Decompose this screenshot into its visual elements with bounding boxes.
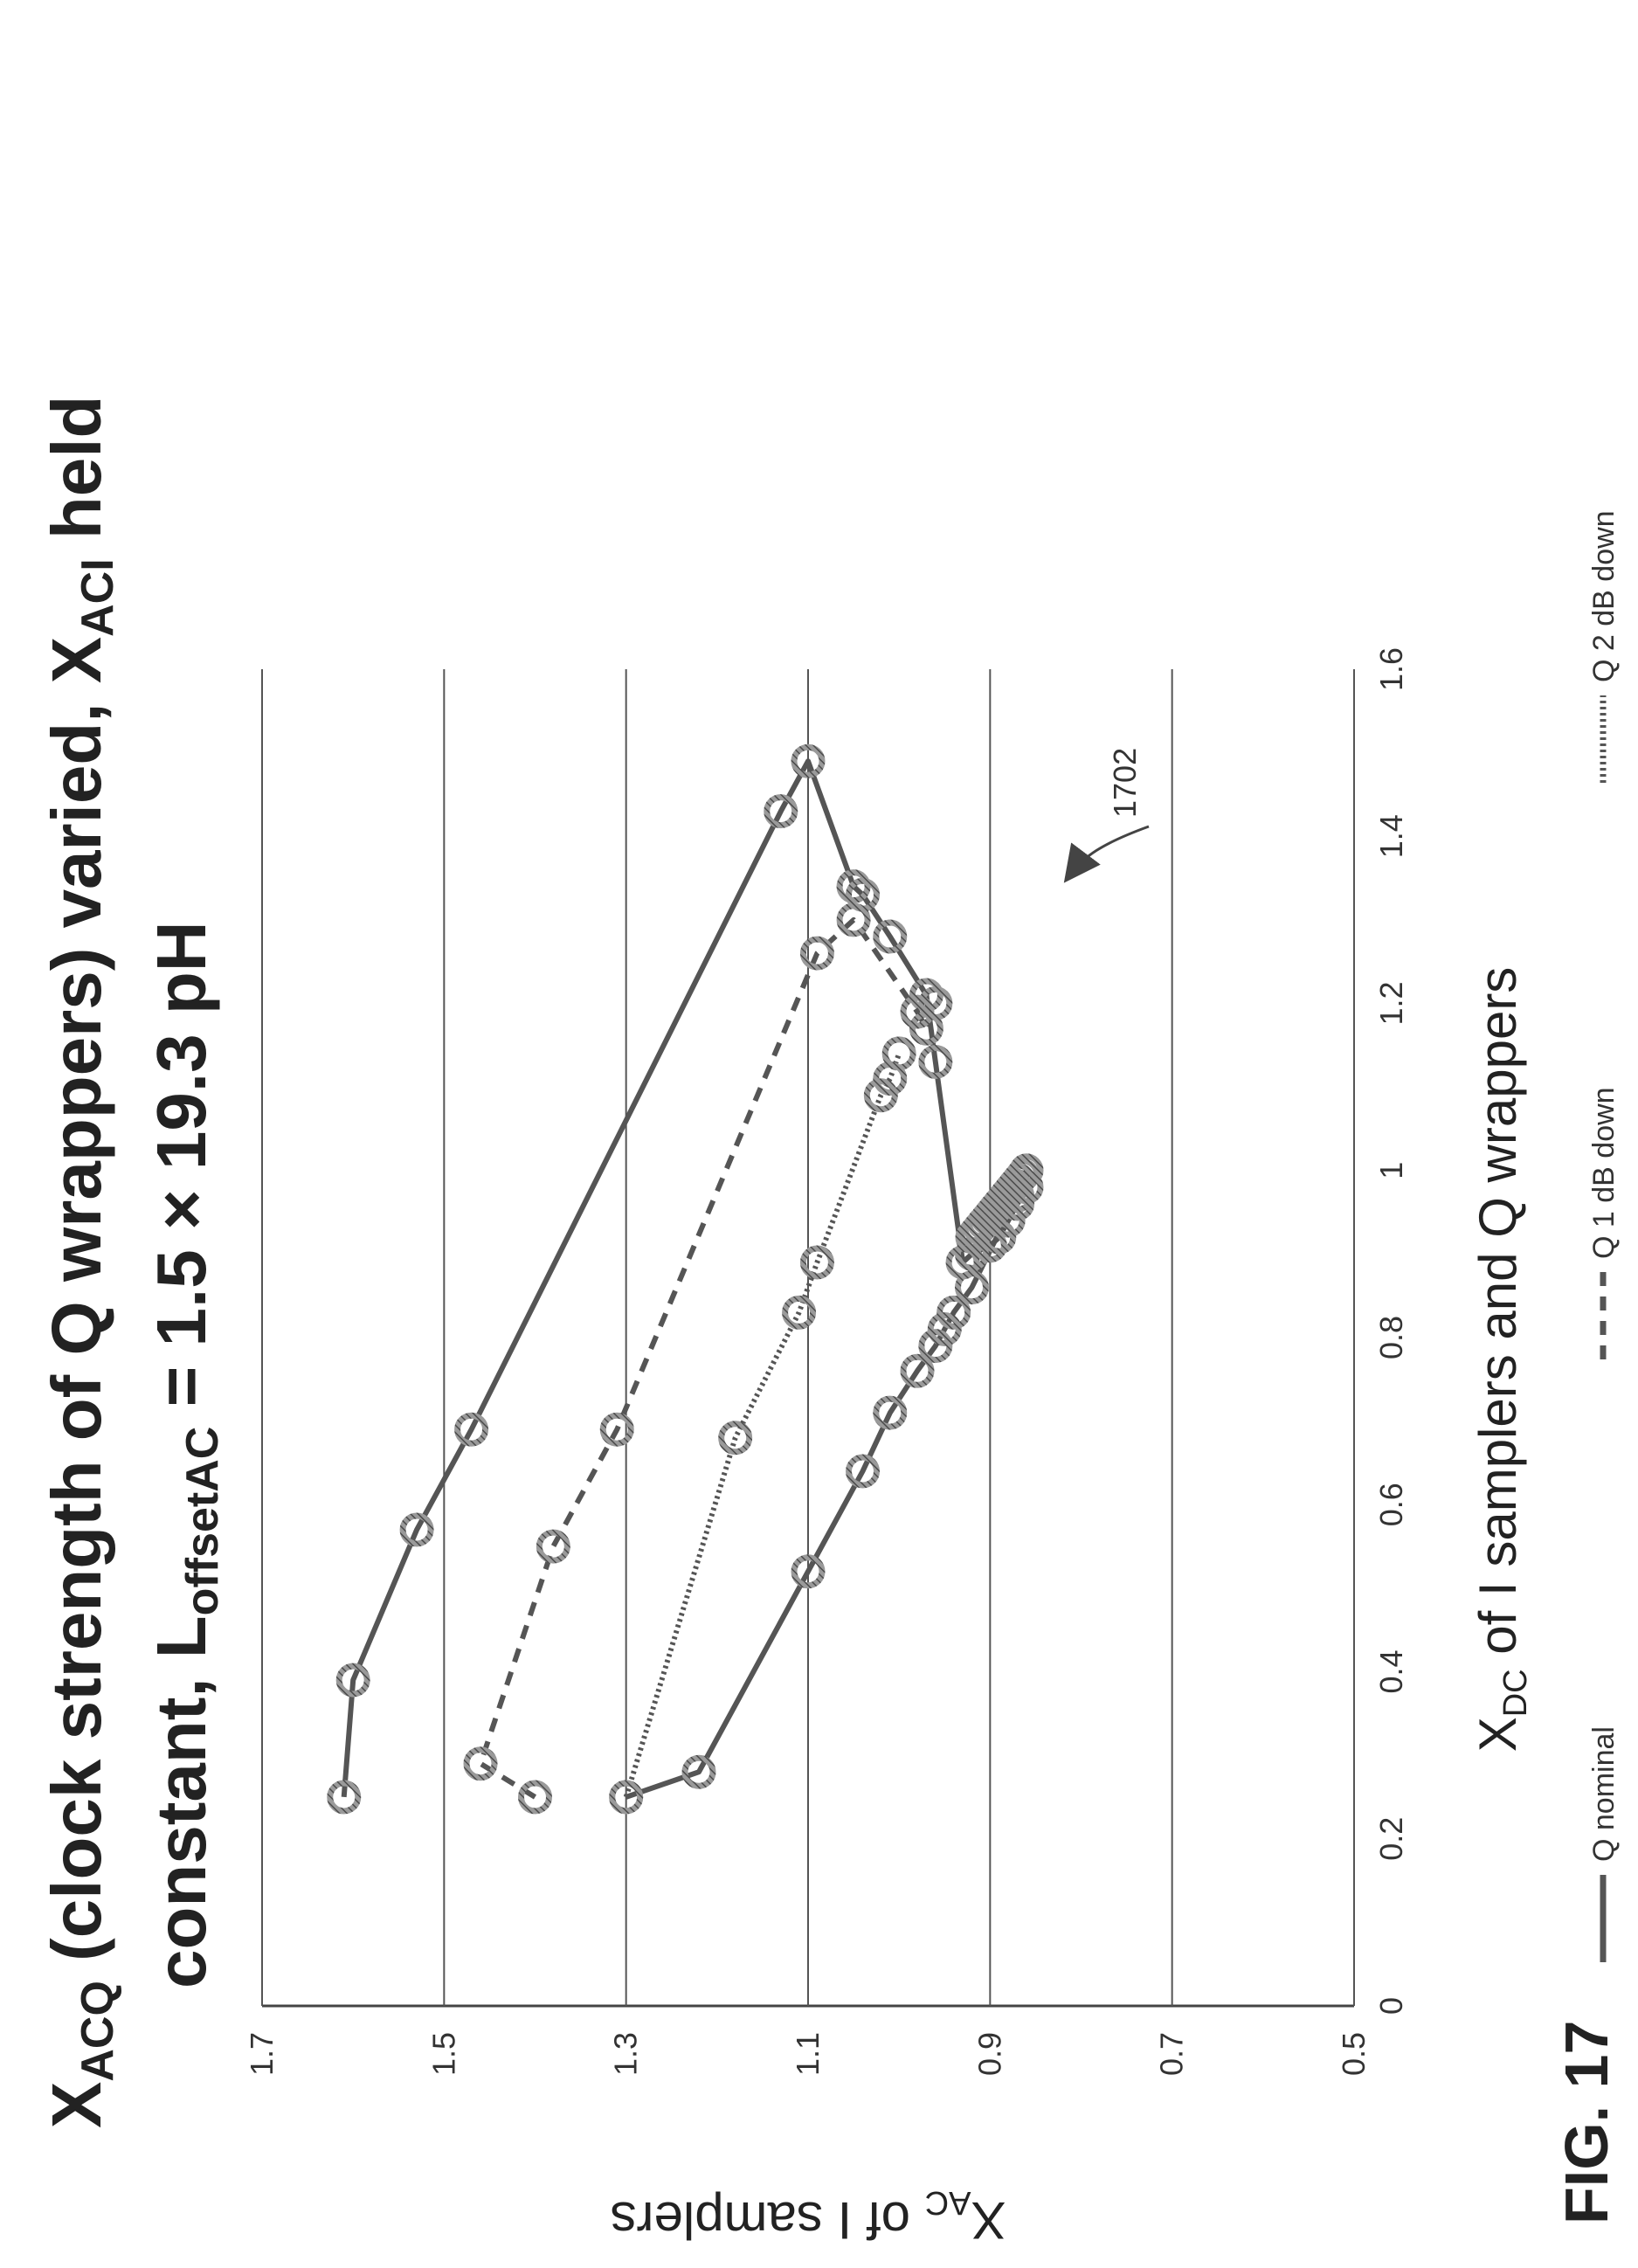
x-tick-label: 0.2 [1373, 1817, 1409, 1861]
legend-label-q-nominal: Q nominal [1587, 1726, 1621, 1862]
chart-title-line2: constant, LoffsetAC = 1.5 × 19.3 pH [142, 922, 228, 1988]
data-point [536, 1529, 570, 1564]
y-tick-label: 0.7 [1154, 2032, 1190, 2076]
y-tick-label: 1.3 [608, 2032, 644, 2076]
data-point [599, 1412, 634, 1447]
x-tick-label: 1.2 [1373, 981, 1409, 1025]
x-axis-label: XDC of I samplers and Q wrappers [1469, 967, 1534, 1753]
x-tick-label: 1.4 [1373, 814, 1409, 858]
legend-label-q-2db-down: Q 2 dB down [1587, 510, 1621, 682]
data-point [454, 1412, 489, 1447]
data-point [718, 1421, 753, 1456]
annotation-1702: 1702 [1063, 748, 1150, 883]
data-point [863, 1078, 898, 1113]
series-2 [609, 1036, 916, 1815]
data-point [681, 1754, 716, 1789]
x-tick-label: 1 [1373, 1162, 1409, 1179]
chart-title-line1: XACQ (clock strength of Q wrappers) vari… [38, 396, 123, 2128]
data-point [927, 1311, 962, 1346]
legend-label-q-1db-down: Q 1 dB down [1587, 1087, 1621, 1259]
x-tick-label: 0.8 [1373, 1316, 1409, 1359]
data-point [881, 1036, 916, 1071]
x-tick-label: 0.4 [1373, 1649, 1409, 1693]
y-tick-label: 1.5 [425, 2032, 461, 2076]
data-point [463, 1746, 498, 1781]
data-point [909, 978, 943, 1013]
figure-label: FIG. 17 [1552, 2021, 1621, 2224]
gridlines [261, 669, 1355, 2006]
data-point [918, 1329, 953, 1364]
data-point [791, 1554, 826, 1589]
data-point [609, 1780, 644, 1815]
data-point [327, 1780, 362, 1815]
series-line [623, 1052, 902, 1798]
data-point [335, 1663, 370, 1698]
data-point [799, 936, 834, 971]
data-point [836, 869, 871, 904]
data-point [799, 1245, 834, 1280]
data-point [918, 1044, 953, 1079]
annotation-label: 1702 [1107, 748, 1143, 818]
cluster-point [1006, 1158, 1040, 1193]
y-tick-label: 1.7 [244, 2032, 280, 2076]
y-axis-label: XAC of I samplers [611, 2184, 1006, 2250]
legend: Q nominal Q 1 dB down Q 2 dB down [1587, 510, 1621, 1962]
annotation-cluster [955, 1153, 1043, 1255]
legend-entry-q-2db-down: Q 2 dB down [1587, 510, 1621, 783]
cluster-point [1002, 1163, 1036, 1197]
data-point [846, 1454, 880, 1489]
x-tick-labels: 0 0.2 0.4 0.6 0.8 1 1.2 1.4 1.6 [1373, 647, 1409, 2015]
data-point [791, 743, 826, 778]
data-point [873, 919, 908, 954]
data-point [918, 986, 953, 1020]
data-point [518, 1780, 552, 1815]
chart-root: XACQ (clock strength of Q wrappers) vari… [38, 396, 1621, 2250]
series-line [478, 916, 938, 1800]
legend-entry-q-1db-down: Q 1 dB down [1587, 1087, 1621, 1359]
series-layer [327, 743, 1044, 1815]
y-tick-label: 1.1 [790, 2032, 826, 2076]
y-tick-labels: 0.5 0.7 0.9 1.1 1.3 1.5 1.7 [244, 2032, 1372, 2076]
series-1 [463, 902, 953, 1815]
data-point [900, 1353, 935, 1388]
series-line [341, 758, 1029, 1800]
x-tick-label: 0.6 [1373, 1483, 1409, 1526]
data-point [936, 1295, 971, 1330]
data-point [764, 794, 798, 829]
y-tick-label: 0.9 [971, 2032, 1007, 2076]
x-tick-label: 1.6 [1373, 647, 1409, 691]
series-0 [327, 743, 1044, 1815]
data-point [900, 994, 935, 1029]
x-tick-label: 0 [1373, 1997, 1409, 2015]
data-point [399, 1512, 434, 1547]
data-point [782, 1295, 817, 1330]
data-point [836, 902, 871, 937]
annotation-arrow [1063, 825, 1150, 883]
data-point [873, 1395, 908, 1430]
cluster-point [1010, 1153, 1043, 1187]
legend-entry-q-nominal: Q nominal [1587, 1726, 1621, 1962]
y-tick-label: 0.5 [1336, 2032, 1372, 2076]
plot-area: 0 0.2 0.4 0.6 0.8 1 1.2 1.4 1.6 0.5 0.7 0.9 1.1 1.3 1… [244, 647, 1409, 2076]
